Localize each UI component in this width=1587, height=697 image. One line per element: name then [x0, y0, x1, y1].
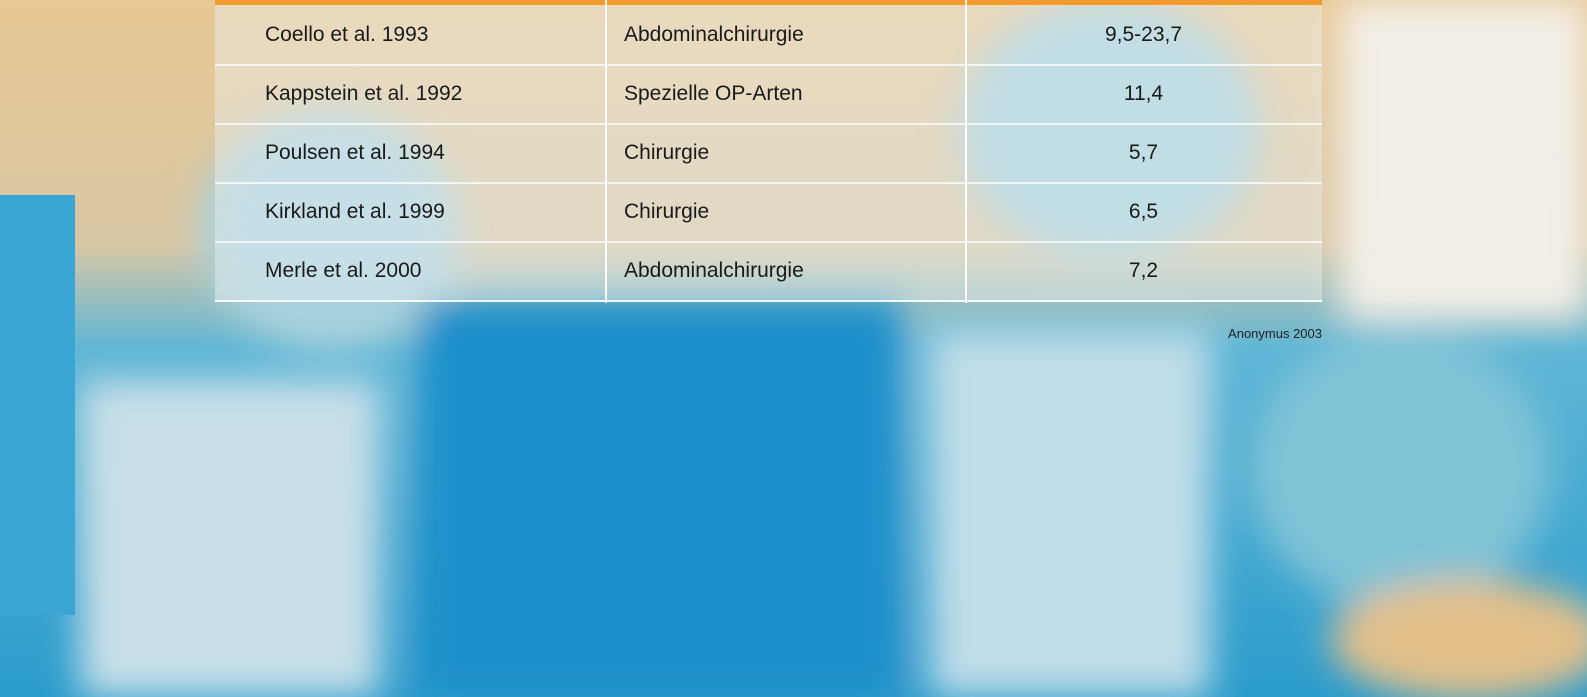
table-cell: Abdominalchirurgie — [624, 259, 804, 282]
table-cell: Spezielle OP-Arten — [624, 82, 803, 105]
table-cell: 9,5-23,7 — [1104, 23, 1183, 46]
table-cell: 11,4 — [1123, 82, 1164, 105]
table-cell: Merle et al. 2000 — [265, 259, 422, 282]
table-cell: Coello et al. 1993 — [265, 23, 429, 46]
table-cell: Abdominalchirurgie — [624, 23, 804, 46]
table-cell: Kirkland et al. 1999 — [265, 200, 445, 223]
source-note: Anonymus 2003 — [1228, 326, 1322, 341]
table-cell: 5,7 — [1128, 141, 1159, 164]
table-row: Kappstein et al. 1992 Spezielle OP-Arten 1… — [215, 64, 1322, 125]
table-row: Coello et al. 1993 Abdominalchirurgie 9,5-… — [215, 5, 1322, 66]
table-row: Kirkland et al. 1999 Chirurgie 6,5 — [215, 182, 1322, 243]
table-cell: 6,5 — [1128, 200, 1159, 223]
table-cell: Chirurgie — [624, 200, 710, 223]
table-cell: Kappstein et al. 1992 — [265, 82, 463, 105]
column-divider — [605, 0, 607, 303]
column-divider — [965, 0, 967, 303]
table-row: Merle et al. 2000 Abdominalchirurgie 7,2 — [215, 241, 1322, 302]
table-top-bar — [215, 0, 1322, 5]
table-cell: Chirurgie — [624, 141, 710, 164]
table-row: Poulsen et al. 1994 Chirurgie 5,7 — [215, 123, 1322, 184]
table-cell: 7,2 — [1128, 259, 1159, 282]
table-cell: Poulsen et al. 1994 — [265, 141, 445, 164]
